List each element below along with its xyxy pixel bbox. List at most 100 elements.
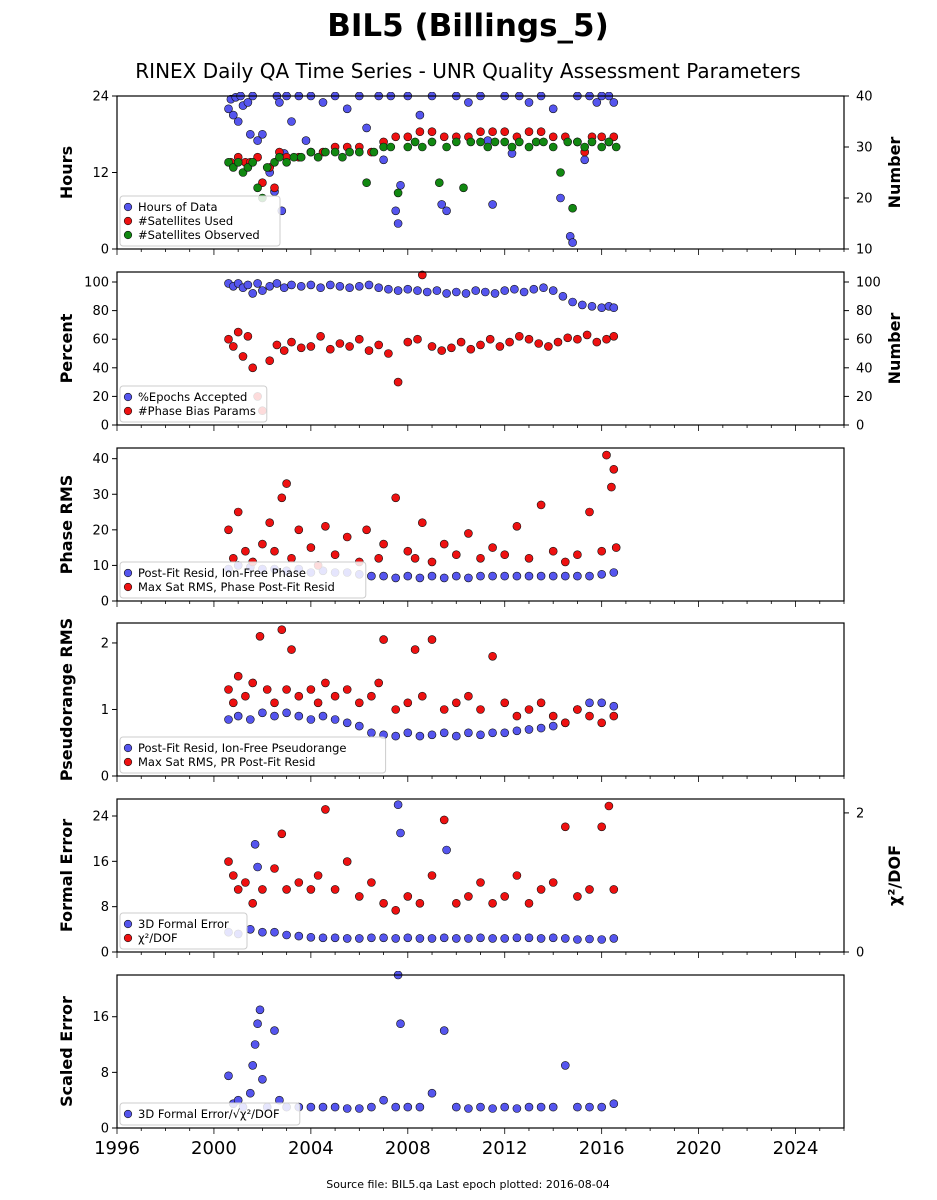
data-point xyxy=(294,525,304,535)
data-point xyxy=(563,137,573,147)
data-point xyxy=(432,286,442,295)
data-point xyxy=(253,183,262,193)
data-point xyxy=(410,553,420,563)
data-point xyxy=(313,698,323,708)
data-point xyxy=(512,1104,522,1113)
data-point xyxy=(279,346,289,355)
data-point xyxy=(500,1102,510,1112)
data-point xyxy=(439,539,449,549)
data-point xyxy=(367,691,376,701)
data-point xyxy=(241,691,250,701)
data-point xyxy=(282,158,291,167)
data-point xyxy=(330,885,340,894)
data-point xyxy=(451,571,461,581)
data-point xyxy=(374,678,384,688)
data-point xyxy=(558,291,568,301)
data-point xyxy=(367,933,376,943)
y2-axis-label: Number xyxy=(885,313,904,385)
data-point xyxy=(294,931,304,941)
data-point xyxy=(233,158,243,167)
data-point xyxy=(306,280,316,290)
data-point xyxy=(597,303,607,313)
data-point xyxy=(229,110,238,120)
data-point xyxy=(585,711,594,721)
data-point xyxy=(439,573,449,583)
data-point xyxy=(275,98,284,107)
panel-2: 0 20 40 60 80 100 Percent 0 20 40 60 80 100 Number %Ep… xyxy=(57,270,904,434)
data-point xyxy=(427,934,437,943)
data-point xyxy=(403,698,413,708)
data-point xyxy=(536,885,546,894)
data-point xyxy=(573,571,582,581)
data-point xyxy=(536,1102,546,1112)
data-point xyxy=(391,731,401,741)
data-point xyxy=(294,878,304,887)
data-point xyxy=(439,705,449,714)
y2-axis-label: χ²/DOF xyxy=(885,845,904,906)
data-point xyxy=(241,546,250,556)
data-point xyxy=(534,339,544,348)
y2-tick-label: 80 xyxy=(856,304,873,319)
data-point xyxy=(277,625,287,635)
y-tick-label: 60 xyxy=(92,333,109,348)
data-point xyxy=(597,698,607,708)
data-point xyxy=(306,715,316,724)
data-point xyxy=(609,331,619,341)
data-point xyxy=(488,127,497,136)
data-point xyxy=(403,546,413,556)
data-point xyxy=(379,142,388,152)
y-axis-label: Formal Error xyxy=(57,819,76,932)
data-point xyxy=(270,183,279,193)
data-point xyxy=(335,281,345,291)
data-point xyxy=(563,333,573,343)
y-tick-label: 2 xyxy=(101,636,109,651)
data-point xyxy=(451,698,461,708)
data-point xyxy=(585,1102,594,1112)
data-point xyxy=(488,934,497,943)
data-point xyxy=(524,127,534,136)
data-point xyxy=(265,356,275,366)
data-point xyxy=(427,571,437,581)
data-point xyxy=(270,864,279,873)
panel-6-marks xyxy=(224,971,619,1113)
legend-entry: Hours of Data xyxy=(138,200,218,214)
data-point xyxy=(609,885,619,894)
x-tick-label: 2000 xyxy=(191,1138,237,1159)
data-point xyxy=(609,1099,619,1108)
data-point xyxy=(250,1040,260,1049)
data-point xyxy=(427,342,437,351)
data-point xyxy=(488,543,497,552)
data-point xyxy=(439,1026,449,1035)
data-point xyxy=(224,104,233,114)
data-point xyxy=(367,1102,376,1112)
data-point xyxy=(524,334,534,344)
figure-title: BIL5 (Billings_5) xyxy=(327,8,609,44)
data-point xyxy=(287,117,296,126)
data-point xyxy=(415,731,425,741)
legend-box xyxy=(119,1102,301,1126)
data-point xyxy=(393,286,403,295)
data-point xyxy=(396,1019,405,1029)
data-point xyxy=(277,493,287,503)
y2-tick-label: 30 xyxy=(856,141,873,156)
x-tick-label: 2008 xyxy=(385,1138,431,1159)
data-point xyxy=(539,137,548,147)
data-point xyxy=(287,553,296,563)
data-point xyxy=(488,200,497,209)
data-point xyxy=(524,553,534,563)
data-point xyxy=(582,330,592,340)
y2-tick-label: 10 xyxy=(856,243,873,258)
y2-axis-label: Number xyxy=(885,137,904,209)
data-point xyxy=(476,878,485,887)
data-point xyxy=(255,1005,265,1015)
data-point xyxy=(483,142,493,152)
data-point xyxy=(512,521,522,531)
y-tick-label: 24 xyxy=(92,810,109,825)
data-point xyxy=(417,518,427,528)
data-point xyxy=(451,934,461,943)
data-point xyxy=(330,550,340,560)
data-point xyxy=(604,801,614,811)
data-point xyxy=(296,152,306,162)
legend-box xyxy=(119,736,387,774)
